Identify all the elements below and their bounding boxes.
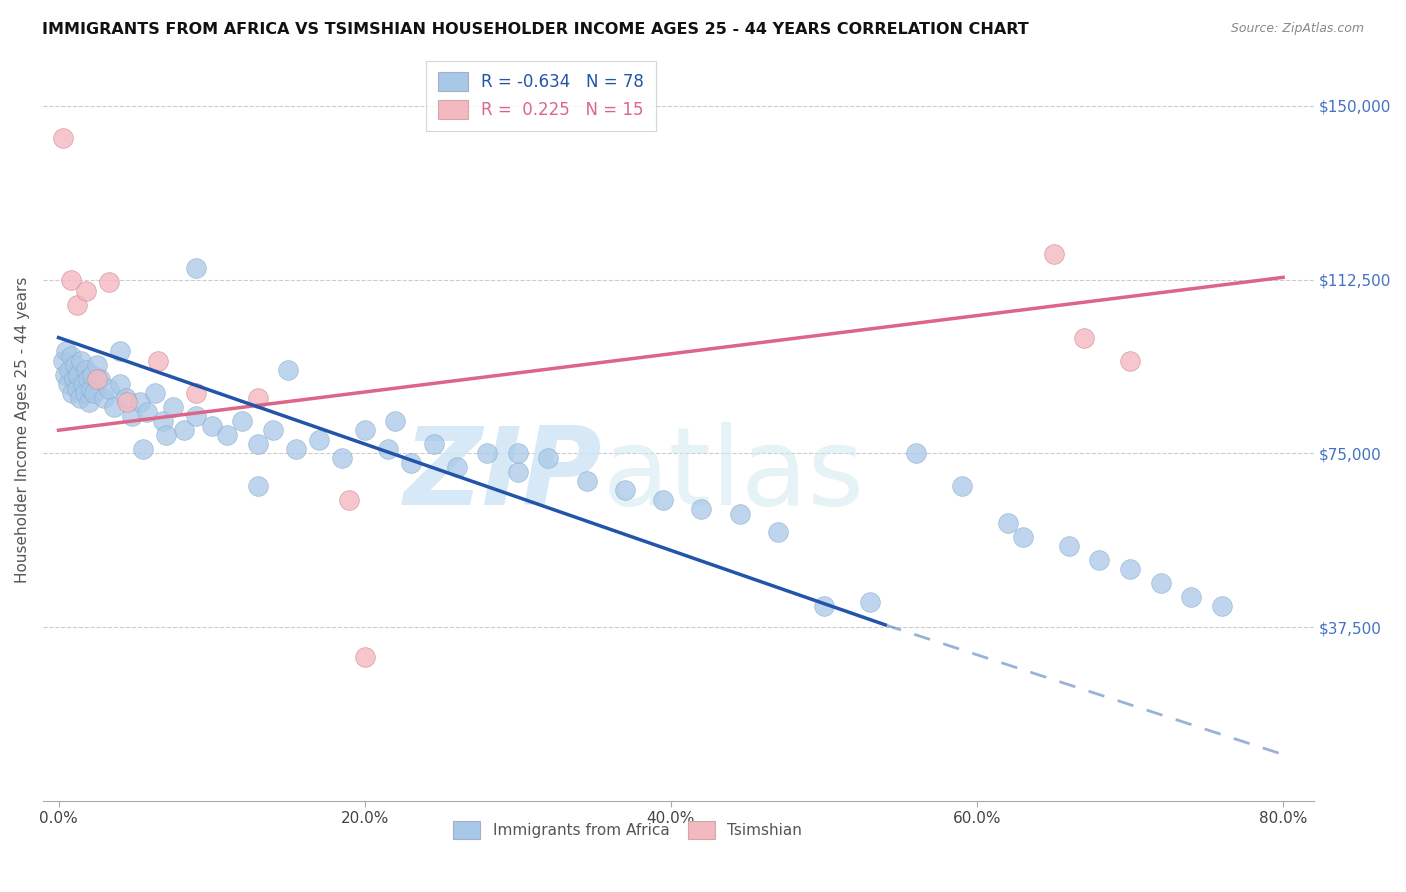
- Text: atlas: atlas: [602, 422, 865, 528]
- Point: [186, 386, 208, 401]
- Point: [83, 386, 105, 401]
- Point: [155, 428, 177, 442]
- Point: [52, 353, 75, 368]
- Point: [728, 507, 751, 521]
- Point: [143, 386, 166, 401]
- Legend: Immigrants from Africa, Tsimshian: Immigrants from Africa, Tsimshian: [447, 815, 808, 845]
- Point: [1119, 562, 1142, 576]
- Point: [62, 372, 84, 386]
- Point: [136, 405, 159, 419]
- Point: [93, 391, 115, 405]
- Point: [231, 414, 253, 428]
- Point: [128, 395, 150, 409]
- Point: [69, 391, 91, 405]
- Point: [575, 474, 598, 488]
- Point: [59, 273, 82, 287]
- Point: [86, 359, 108, 373]
- Point: [131, 442, 153, 456]
- Point: [115, 391, 138, 405]
- Point: [766, 525, 789, 540]
- Point: [537, 450, 560, 465]
- Point: [377, 442, 399, 456]
- Point: [58, 363, 80, 377]
- Point: [66, 382, 89, 396]
- Point: [59, 349, 82, 363]
- Point: [77, 395, 100, 409]
- Point: [1150, 576, 1173, 591]
- Point: [1042, 247, 1064, 261]
- Point: [1119, 353, 1142, 368]
- Point: [152, 414, 174, 428]
- Point: [950, 479, 973, 493]
- Point: [1088, 553, 1111, 567]
- Point: [690, 502, 713, 516]
- Point: [652, 492, 675, 507]
- Point: [76, 372, 98, 386]
- Point: [117, 395, 139, 409]
- Point: [98, 275, 121, 289]
- Text: Source: ZipAtlas.com: Source: ZipAtlas.com: [1230, 22, 1364, 36]
- Point: [75, 285, 97, 299]
- Point: [1211, 599, 1233, 614]
- Point: [1180, 590, 1202, 604]
- Point: [422, 437, 444, 451]
- Point: [98, 382, 121, 396]
- Point: [162, 400, 184, 414]
- Point: [859, 595, 882, 609]
- Point: [70, 353, 93, 368]
- Point: [65, 359, 87, 373]
- Point: [262, 423, 284, 437]
- Point: [384, 414, 406, 428]
- Point: [173, 423, 195, 437]
- Point: [308, 433, 330, 447]
- Point: [146, 353, 169, 368]
- Point: [506, 446, 529, 460]
- Point: [103, 400, 125, 414]
- Point: [246, 437, 269, 451]
- Point: [186, 409, 208, 424]
- Point: [613, 483, 636, 498]
- Point: [86, 372, 108, 386]
- Point: [121, 409, 143, 424]
- Point: [284, 442, 307, 456]
- Point: [186, 261, 208, 276]
- Point: [277, 363, 299, 377]
- Point: [53, 368, 76, 382]
- Point: [399, 456, 422, 470]
- Point: [813, 599, 835, 614]
- Point: [82, 368, 104, 382]
- Point: [73, 386, 96, 401]
- Point: [475, 446, 498, 460]
- Point: [904, 446, 927, 460]
- Point: [353, 650, 375, 665]
- Point: [60, 386, 83, 401]
- Text: IMMIGRANTS FROM AFRICA VS TSIMSHIAN HOUSEHOLDER INCOME AGES 25 - 44 YEARS CORREL: IMMIGRANTS FROM AFRICA VS TSIMSHIAN HOUS…: [42, 22, 1029, 37]
- Point: [89, 372, 111, 386]
- Point: [246, 391, 269, 405]
- Y-axis label: Householder Income Ages 25 - 44 years: Householder Income Ages 25 - 44 years: [15, 277, 30, 583]
- Point: [1057, 539, 1080, 553]
- Point: [337, 492, 360, 507]
- Point: [506, 465, 529, 479]
- Point: [66, 298, 89, 312]
- Point: [215, 428, 238, 442]
- Point: [108, 344, 131, 359]
- Point: [52, 131, 75, 145]
- Text: ZIP: ZIP: [404, 422, 602, 528]
- Point: [330, 450, 353, 465]
- Point: [67, 368, 90, 382]
- Point: [55, 344, 77, 359]
- Point: [108, 376, 131, 391]
- Point: [72, 376, 94, 391]
- Point: [1073, 330, 1095, 344]
- Point: [79, 382, 101, 396]
- Point: [997, 516, 1019, 530]
- Point: [1012, 530, 1035, 544]
- Point: [446, 460, 468, 475]
- Point: [200, 418, 222, 433]
- Point: [246, 479, 269, 493]
- Point: [353, 423, 375, 437]
- Point: [56, 376, 79, 391]
- Point: [75, 363, 97, 377]
